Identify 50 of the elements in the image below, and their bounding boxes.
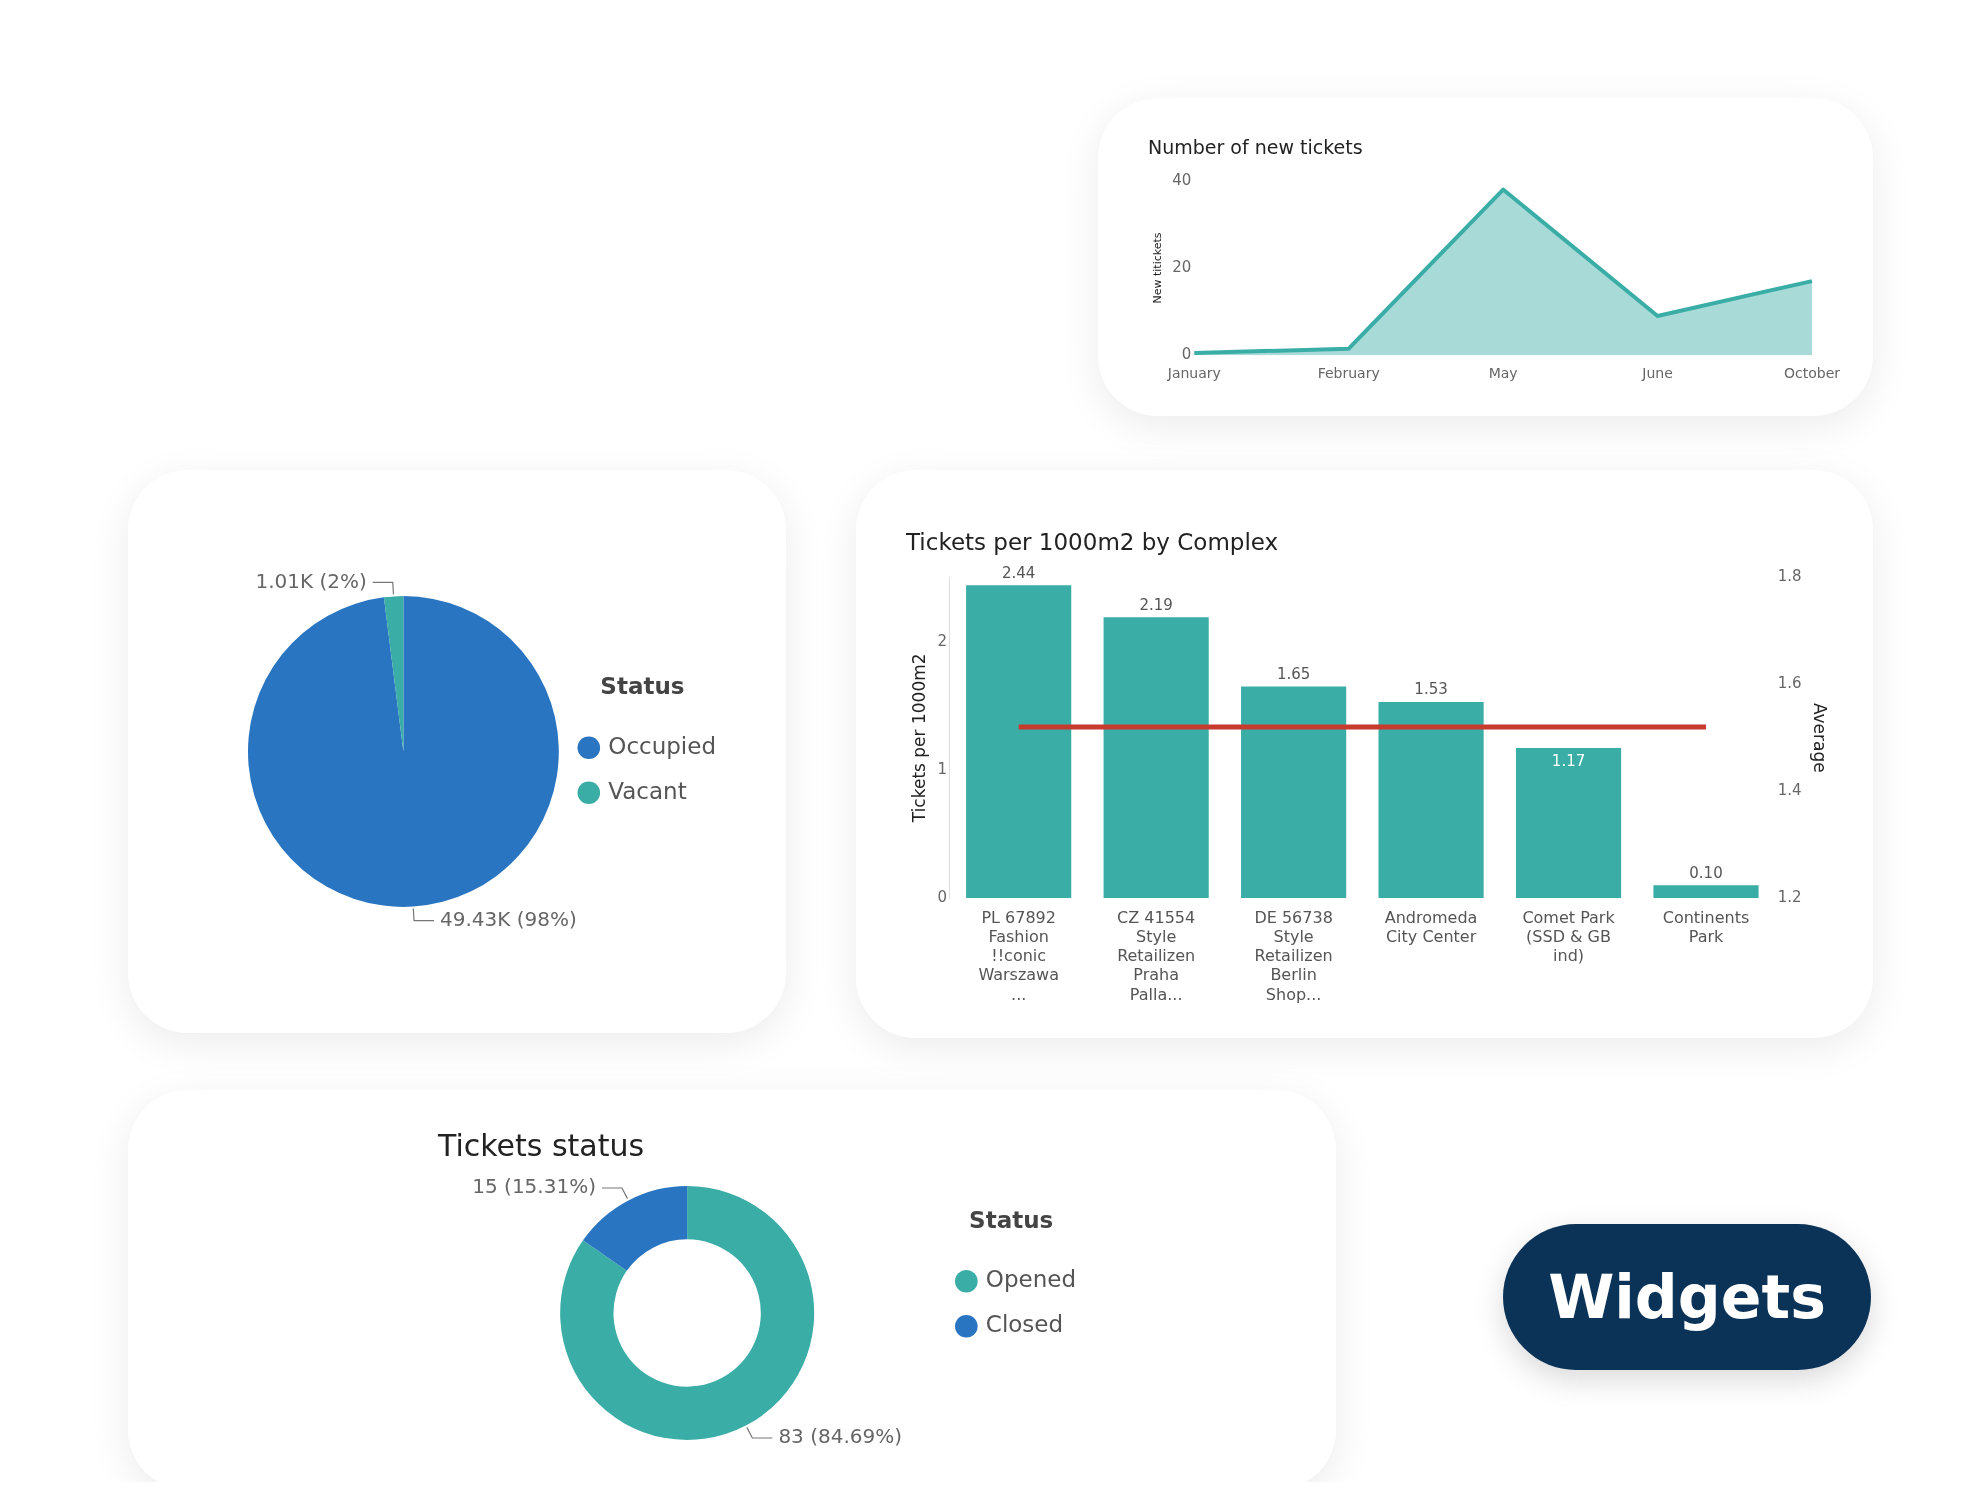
y-axis-title: Tickets per 1000m2 bbox=[908, 653, 929, 824]
data-label: 1.53 bbox=[1414, 680, 1448, 699]
bar bbox=[966, 585, 1072, 898]
x-tick-label: February bbox=[1317, 365, 1380, 382]
y2-tick-label: 1.2 bbox=[1777, 887, 1802, 906]
bar bbox=[1515, 748, 1622, 898]
y2-tick-label: 1.6 bbox=[1777, 674, 1802, 693]
bar bbox=[1103, 617, 1209, 898]
legend-title: Status bbox=[969, 1206, 1054, 1233]
x-tick-label: June bbox=[1641, 365, 1673, 382]
y-tick-label: 40 bbox=[1172, 170, 1192, 189]
data-label: 15 (15.31%) bbox=[472, 1174, 596, 1199]
legend-label: Opened bbox=[985, 1266, 1077, 1293]
y-tick-label: 1 bbox=[937, 759, 947, 778]
legend-label: Vacant bbox=[608, 777, 687, 804]
chart-title: Tickets per 1000m2 by Complex bbox=[905, 528, 1279, 555]
x-tick-label: Comet Park (SSD & GB ind) bbox=[1522, 907, 1616, 966]
bar bbox=[1241, 686, 1347, 898]
data-label: 2.19 bbox=[1139, 595, 1173, 614]
text: Widgets bbox=[1548, 1262, 1826, 1332]
legend-title: Status bbox=[600, 673, 685, 700]
x-tick-label: CZ 41554 Style Retailizen Praha Palla... bbox=[1117, 907, 1196, 1004]
y2-axis-title: Average bbox=[1810, 702, 1831, 773]
y-tick-label: 0 bbox=[1181, 345, 1192, 364]
x-tick-label: May bbox=[1488, 365, 1518, 382]
chart-title: Tickets status bbox=[437, 1127, 645, 1163]
x-tick-label: Continents Park bbox=[1662, 907, 1750, 946]
y-axis-title: New titickets bbox=[1151, 232, 1165, 304]
chart-title: Number of new tickets bbox=[1148, 136, 1363, 159]
bar bbox=[1378, 701, 1484, 898]
data-label: 83 (84.69%) bbox=[778, 1424, 903, 1449]
y2-tick-label: 1.8 bbox=[1777, 567, 1802, 586]
data-label: 1.01K (2%) bbox=[255, 568, 367, 593]
y2-tick-label: 1.4 bbox=[1777, 781, 1802, 800]
data-label: 2.44 bbox=[1001, 563, 1036, 582]
legend-label: Closed bbox=[985, 1311, 1064, 1338]
legend-label: Occupied bbox=[608, 732, 717, 759]
data-label: 1.17 bbox=[1551, 752, 1586, 771]
data-label: 0.10 bbox=[1689, 863, 1723, 882]
x-tick-label: January bbox=[1166, 365, 1221, 382]
x-tick-label: Andromeda City Center bbox=[1384, 907, 1478, 946]
y-tick-label: 20 bbox=[1172, 257, 1192, 276]
data-label: 1.65 bbox=[1276, 664, 1311, 683]
x-tick-label: October bbox=[1783, 365, 1841, 382]
data-label: 49.43K (98%) bbox=[440, 906, 577, 931]
x-tick-label: PL 67892 Fashion !!conic Warszawa ... bbox=[978, 907, 1059, 1004]
y-tick-label: 2 bbox=[937, 631, 947, 650]
bar bbox=[1653, 885, 1759, 898]
x-tick-label: DE 56738 Style Retailizen Berlin Shop... bbox=[1254, 907, 1333, 1004]
y-tick-label: 0 bbox=[937, 887, 947, 906]
